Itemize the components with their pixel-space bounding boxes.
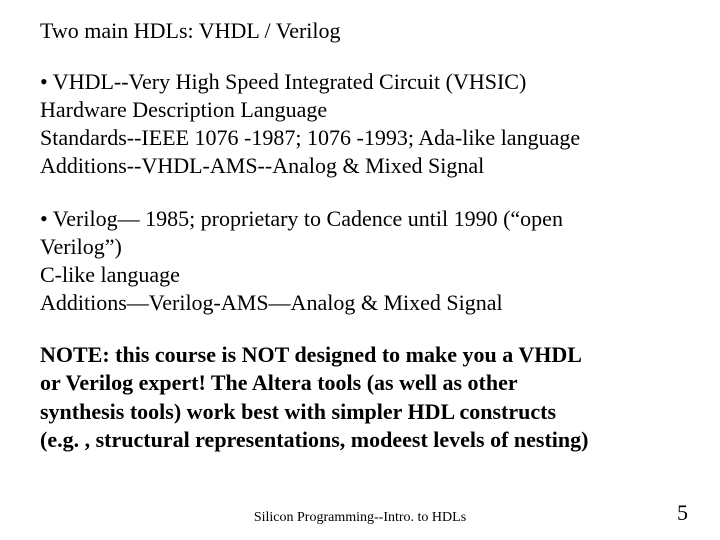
vhdl-line-3: Standards--IEEE 1076 -1987; 1076 -1993; …	[40, 124, 680, 152]
vhdl-line-4: Additions--VHDL-AMS--Analog & Mixed Sign…	[40, 152, 680, 180]
note-line-2: or Verilog expert! The Altera tools (as …	[40, 369, 680, 397]
vhdl-line-1: • VHDL--Very High Speed Integrated Circu…	[40, 68, 680, 96]
verilog-line-3: C-like language	[40, 261, 680, 289]
verilog-line-1: • Verilog— 1985; proprietary to Cadence …	[40, 205, 680, 233]
verilog-line-4: Additions—Verilog-AMS—Analog & Mixed Sig…	[40, 289, 680, 317]
vhdl-line-2: Hardware Description Language	[40, 96, 680, 124]
section-verilog: • Verilog— 1985; proprietary to Cadence …	[40, 205, 680, 318]
slide-title: Two main HDLs: VHDL / Verilog	[40, 18, 680, 44]
verilog-line-2: Verilog”)	[40, 233, 680, 261]
note-line-1: NOTE: this course is NOT designed to mak…	[40, 341, 680, 369]
footer-text: Silicon Programming--Intro. to HDLs	[0, 510, 720, 526]
note-line-4: (e.g. , structural representations, mode…	[40, 426, 680, 454]
note-line-3: synthesis tools) work best with simpler …	[40, 398, 680, 426]
page-number: 5	[677, 500, 688, 526]
section-vhdl: • VHDL--Very High Speed Integrated Circu…	[40, 68, 680, 181]
section-note: NOTE: this course is NOT designed to mak…	[40, 341, 680, 454]
